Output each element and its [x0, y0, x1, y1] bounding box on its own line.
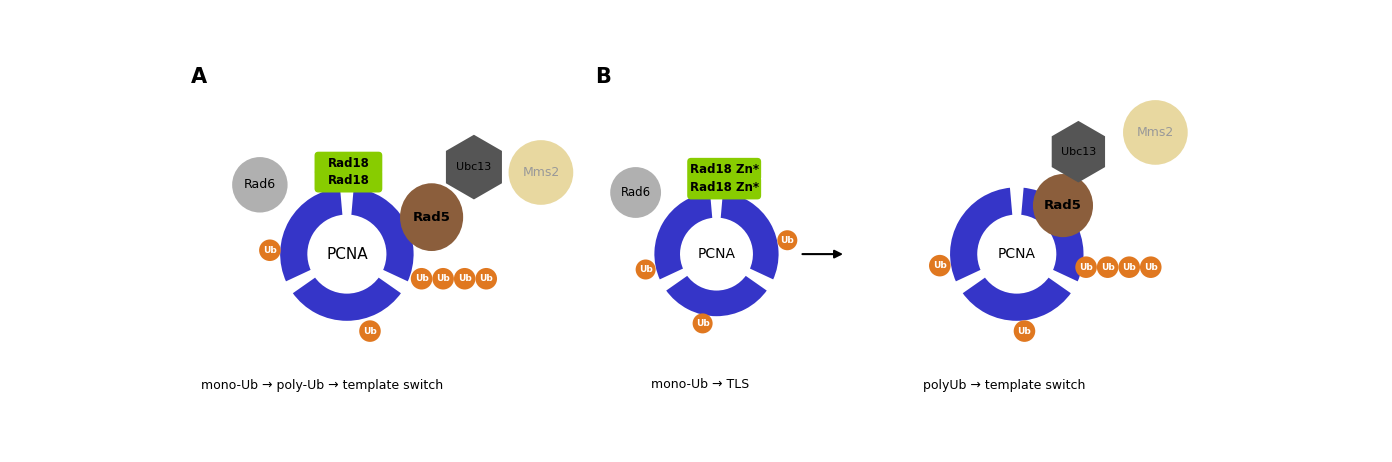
Wedge shape: [949, 187, 1013, 283]
Text: Rad18 Zn*: Rad18 Zn*: [689, 163, 759, 176]
Text: Ub: Ub: [933, 261, 947, 270]
Text: Ub: Ub: [458, 274, 472, 283]
Text: Ub: Ub: [263, 246, 277, 255]
Circle shape: [1013, 320, 1036, 342]
Ellipse shape: [1033, 174, 1093, 237]
Text: Rad18 Zn*: Rad18 Zn*: [689, 182, 759, 195]
Wedge shape: [653, 191, 713, 281]
Wedge shape: [351, 187, 415, 283]
Circle shape: [433, 268, 454, 290]
FancyBboxPatch shape: [688, 176, 761, 200]
Wedge shape: [291, 276, 402, 322]
Circle shape: [454, 268, 476, 290]
Circle shape: [508, 140, 574, 205]
FancyBboxPatch shape: [315, 152, 383, 175]
Ellipse shape: [400, 183, 464, 251]
Text: Ub: Ub: [479, 274, 493, 283]
Text: mono-Ub → TLS: mono-Ub → TLS: [651, 378, 749, 391]
Wedge shape: [280, 187, 344, 283]
Circle shape: [1097, 256, 1118, 278]
Circle shape: [1140, 256, 1161, 278]
Circle shape: [610, 167, 661, 218]
Text: PCNA: PCNA: [998, 247, 1036, 261]
Circle shape: [476, 268, 497, 290]
Text: PCNA: PCNA: [326, 247, 367, 261]
Text: mono-Ub → poly-Ub → template switch: mono-Ub → poly-Ub → template switch: [200, 378, 443, 391]
Circle shape: [636, 260, 656, 280]
Text: A: A: [191, 67, 207, 87]
Text: Mms2: Mms2: [522, 166, 560, 179]
Text: Ub: Ub: [696, 319, 710, 328]
Text: Ub: Ub: [1144, 263, 1158, 272]
Text: Ub: Ub: [1079, 263, 1093, 272]
Text: Rad6: Rad6: [621, 186, 650, 199]
Text: Ub: Ub: [1101, 263, 1115, 272]
Text: Ub: Ub: [415, 274, 429, 283]
Circle shape: [693, 313, 713, 334]
Text: Ub: Ub: [436, 274, 450, 283]
Text: Ub: Ub: [1018, 327, 1031, 335]
FancyBboxPatch shape: [315, 170, 383, 193]
Circle shape: [777, 230, 798, 250]
Text: Rad18: Rad18: [327, 157, 369, 170]
Wedge shape: [720, 191, 780, 281]
Circle shape: [1118, 256, 1140, 278]
Text: B: B: [596, 67, 611, 87]
Wedge shape: [1020, 187, 1084, 283]
Wedge shape: [962, 276, 1072, 322]
Wedge shape: [665, 274, 768, 317]
Text: Rad18: Rad18: [327, 175, 369, 188]
Circle shape: [259, 239, 281, 261]
Text: Rad5: Rad5: [412, 211, 451, 224]
Circle shape: [1075, 256, 1097, 278]
Text: Ub: Ub: [1122, 263, 1136, 272]
Polygon shape: [445, 135, 503, 200]
Text: Ub: Ub: [363, 327, 377, 335]
Text: Ub: Ub: [781, 236, 795, 245]
Circle shape: [359, 320, 381, 342]
FancyBboxPatch shape: [688, 158, 761, 181]
Text: Rad5: Rad5: [1044, 199, 1082, 212]
Text: Ubc13: Ubc13: [1061, 147, 1096, 157]
Circle shape: [1123, 100, 1187, 165]
Circle shape: [928, 255, 951, 276]
Circle shape: [232, 157, 288, 213]
Polygon shape: [1052, 121, 1105, 182]
Text: PCNA: PCNA: [697, 247, 735, 261]
Circle shape: [411, 268, 433, 290]
Text: polyUb → template switch: polyUb → template switch: [923, 378, 1086, 391]
Text: Ub: Ub: [639, 265, 653, 274]
Text: Rad6: Rad6: [244, 178, 276, 191]
Text: Mms2: Mms2: [1137, 126, 1173, 139]
Text: Ubc13: Ubc13: [457, 162, 491, 172]
